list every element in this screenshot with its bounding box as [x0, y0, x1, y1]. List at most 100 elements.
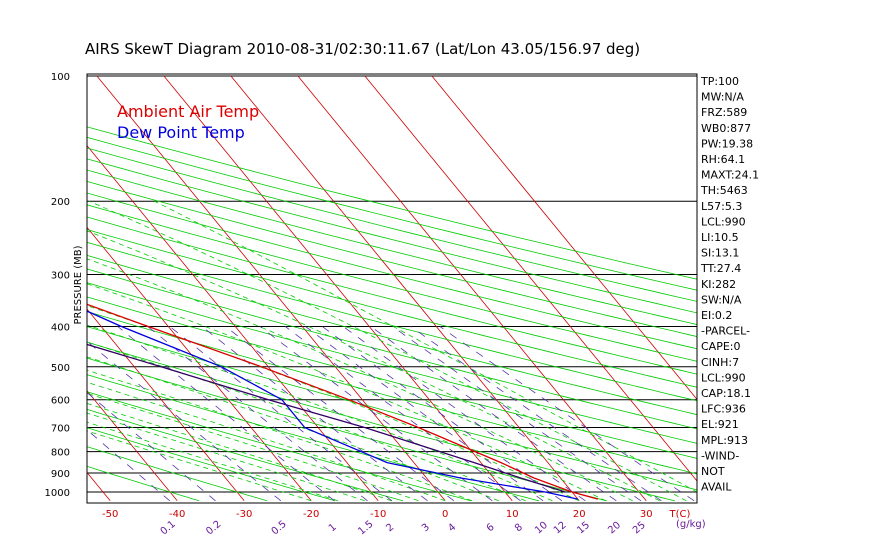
index-entry: WB0:877: [701, 122, 751, 135]
moist-adiabat-line: [87, 305, 580, 502]
bottom-temp-tick-label: -40: [169, 509, 185, 520]
chart-title: AIRS SkewT Diagram 2010-08-31/02:30:11.6…: [85, 40, 640, 58]
index-entry: SW:N/A: [701, 293, 742, 306]
index-entry: RH:64.1: [701, 153, 745, 166]
index-entry: TT:27.4: [700, 262, 741, 275]
dry-adiabat-line: [87, 229, 697, 388]
index-entry: L57:5.3: [701, 200, 742, 213]
dry-adiabat-line: [87, 169, 697, 326]
bottom-temp-tick-label: -20: [303, 509, 319, 520]
legend-dew-point-temp: Dew Point Temp: [117, 123, 245, 142]
mixing-ratio-tick-label: 10: [533, 520, 550, 537]
index-entry: NOT: [701, 465, 725, 478]
profile-lines: [87, 303, 599, 500]
mixing-ratio-line: [370, 326, 617, 502]
pressure-tick-label: 600: [51, 396, 70, 407]
dry-adiabat-line: [87, 391, 472, 502]
index-entry: PW:19.38: [701, 137, 753, 150]
bottom-temp-tick-label: -50: [102, 509, 118, 520]
mixing-ratio-line: [259, 326, 493, 502]
dry-adiabat-line: [87, 408, 404, 502]
index-entry: CINH:7: [701, 356, 739, 369]
mixing-ratio-tick-label: 0.2: [204, 519, 223, 538]
moist-adiabat-line: [87, 392, 419, 502]
moist-adiabat-line: [87, 369, 473, 502]
mixing-ratio-line: [117, 326, 335, 502]
index-entry: SI:13.1: [701, 247, 739, 260]
dry-adiabat-line: [87, 147, 697, 302]
pressure-tick-label: 200: [51, 197, 70, 208]
dry-adiabat-line: [87, 158, 697, 314]
mixing-ratio-line: [410, 326, 662, 502]
index-entry: LCL:990: [701, 215, 746, 228]
index-entry: LCL:990: [701, 371, 746, 384]
isotherm-line: [163, 75, 513, 502]
bottom-temperature-axis: -50 -40 -30 -20 -10 0 10 20 30 T(C): [102, 509, 690, 520]
index-entry: KI:282: [701, 278, 736, 291]
mixing-ratio-tick-label: 1.5: [356, 519, 375, 538]
index-entry: EL:921: [701, 418, 739, 431]
mixing-ratio-tick-label: 25: [631, 520, 648, 537]
index-entry: EI:0.2: [701, 309, 732, 322]
mixing-ratio-tick-label: 3: [420, 522, 432, 535]
moist-adiabat-line: [87, 430, 312, 502]
y-axis-label: PRESSURE (MB): [73, 245, 84, 324]
mixing-ratio-line: [201, 326, 428, 502]
isotherm-line: [364, 75, 697, 482]
isotherm-line: [87, 390, 178, 502]
index-entry: LI:10.5: [701, 231, 739, 244]
dry-adiabat-line: [87, 465, 200, 502]
bottom-temp-tick-label: 0: [442, 509, 448, 520]
dry-adiabat-line: [87, 192, 697, 350]
mixing-ratio-tick-label: 4: [446, 522, 458, 535]
mixing-ratio-axis: 0.1 0.2 0.5 1 1.5 2 3 4 6 8 10 12 15 20 25 (g/kg): [159, 519, 706, 538]
pressure-tick-label: 500: [51, 363, 70, 374]
dry-adiabat-line: [87, 126, 697, 280]
isotherm-line: [87, 226, 312, 502]
dry-adiabat-line: [87, 254, 697, 416]
pressure-tick-label: 800: [51, 448, 70, 459]
index-entry: LFC:936: [701, 403, 746, 416]
index-entry: -WIND-: [701, 449, 739, 462]
bottom-temp-tick-label: -10: [370, 509, 386, 520]
mixing-ratio-tick-label: 2: [384, 522, 396, 535]
index-entry: TH:5463: [700, 184, 748, 197]
isotherm-line: [230, 75, 580, 502]
bottom-temp-unit: T(C): [669, 509, 691, 520]
plot-frame: [86, 73, 698, 504]
pressure-tick-label: 400: [51, 322, 70, 333]
moist-adiabat-line: [87, 258, 633, 502]
mixing-ratio-unit: (g/kg): [676, 519, 706, 530]
index-entry: FRZ:589: [701, 106, 747, 119]
dry-adiabat-line: [87, 136, 697, 291]
pressure-tick-label: 700: [51, 424, 70, 435]
bottom-temp-tick-label: -30: [236, 509, 252, 520]
index-entry: AVAIL: [701, 481, 732, 494]
mixing-ratio-line: [439, 326, 695, 502]
mixing-ratio-tick-label: 20: [606, 520, 623, 537]
mixing-ratio-line: [285, 326, 521, 502]
moist-adiabat-line: [87, 324, 553, 502]
mixing-ratio-line: [392, 326, 642, 502]
ambient-air-temp-line: [87, 303, 599, 500]
moist-adiabat-line: [87, 356, 499, 502]
pressure-axis: 100 200 300 400 500 600 700 800 900 1000: [45, 72, 70, 499]
mixing-ratio-tick-label: 8: [513, 522, 525, 535]
dry-adiabat-line: [87, 268, 697, 430]
dry-adiabat-line: [87, 296, 697, 459]
mixing-ratio-tick-label: 12: [552, 520, 569, 537]
moist-adiabat-line: [87, 412, 365, 502]
isotherm-line: [87, 471, 111, 502]
dry-adiabat-line: [87, 180, 697, 337]
mixing-ratio-line: [322, 326, 563, 502]
index-entry: MPL:913: [701, 434, 748, 447]
dry-adiabat-line: [87, 427, 336, 502]
mixing-ratio-tick-label: 6: [485, 522, 497, 535]
isotherm-line: [0, 76, 43, 501]
index-entry: MW:N/A: [701, 91, 744, 104]
index-entry: CAP:18.1: [701, 387, 751, 400]
mixing-ratio-tick-label: 15: [575, 520, 592, 537]
mixing-ratio-line: [342, 326, 586, 502]
mixing-ratio-line: [147, 326, 368, 502]
